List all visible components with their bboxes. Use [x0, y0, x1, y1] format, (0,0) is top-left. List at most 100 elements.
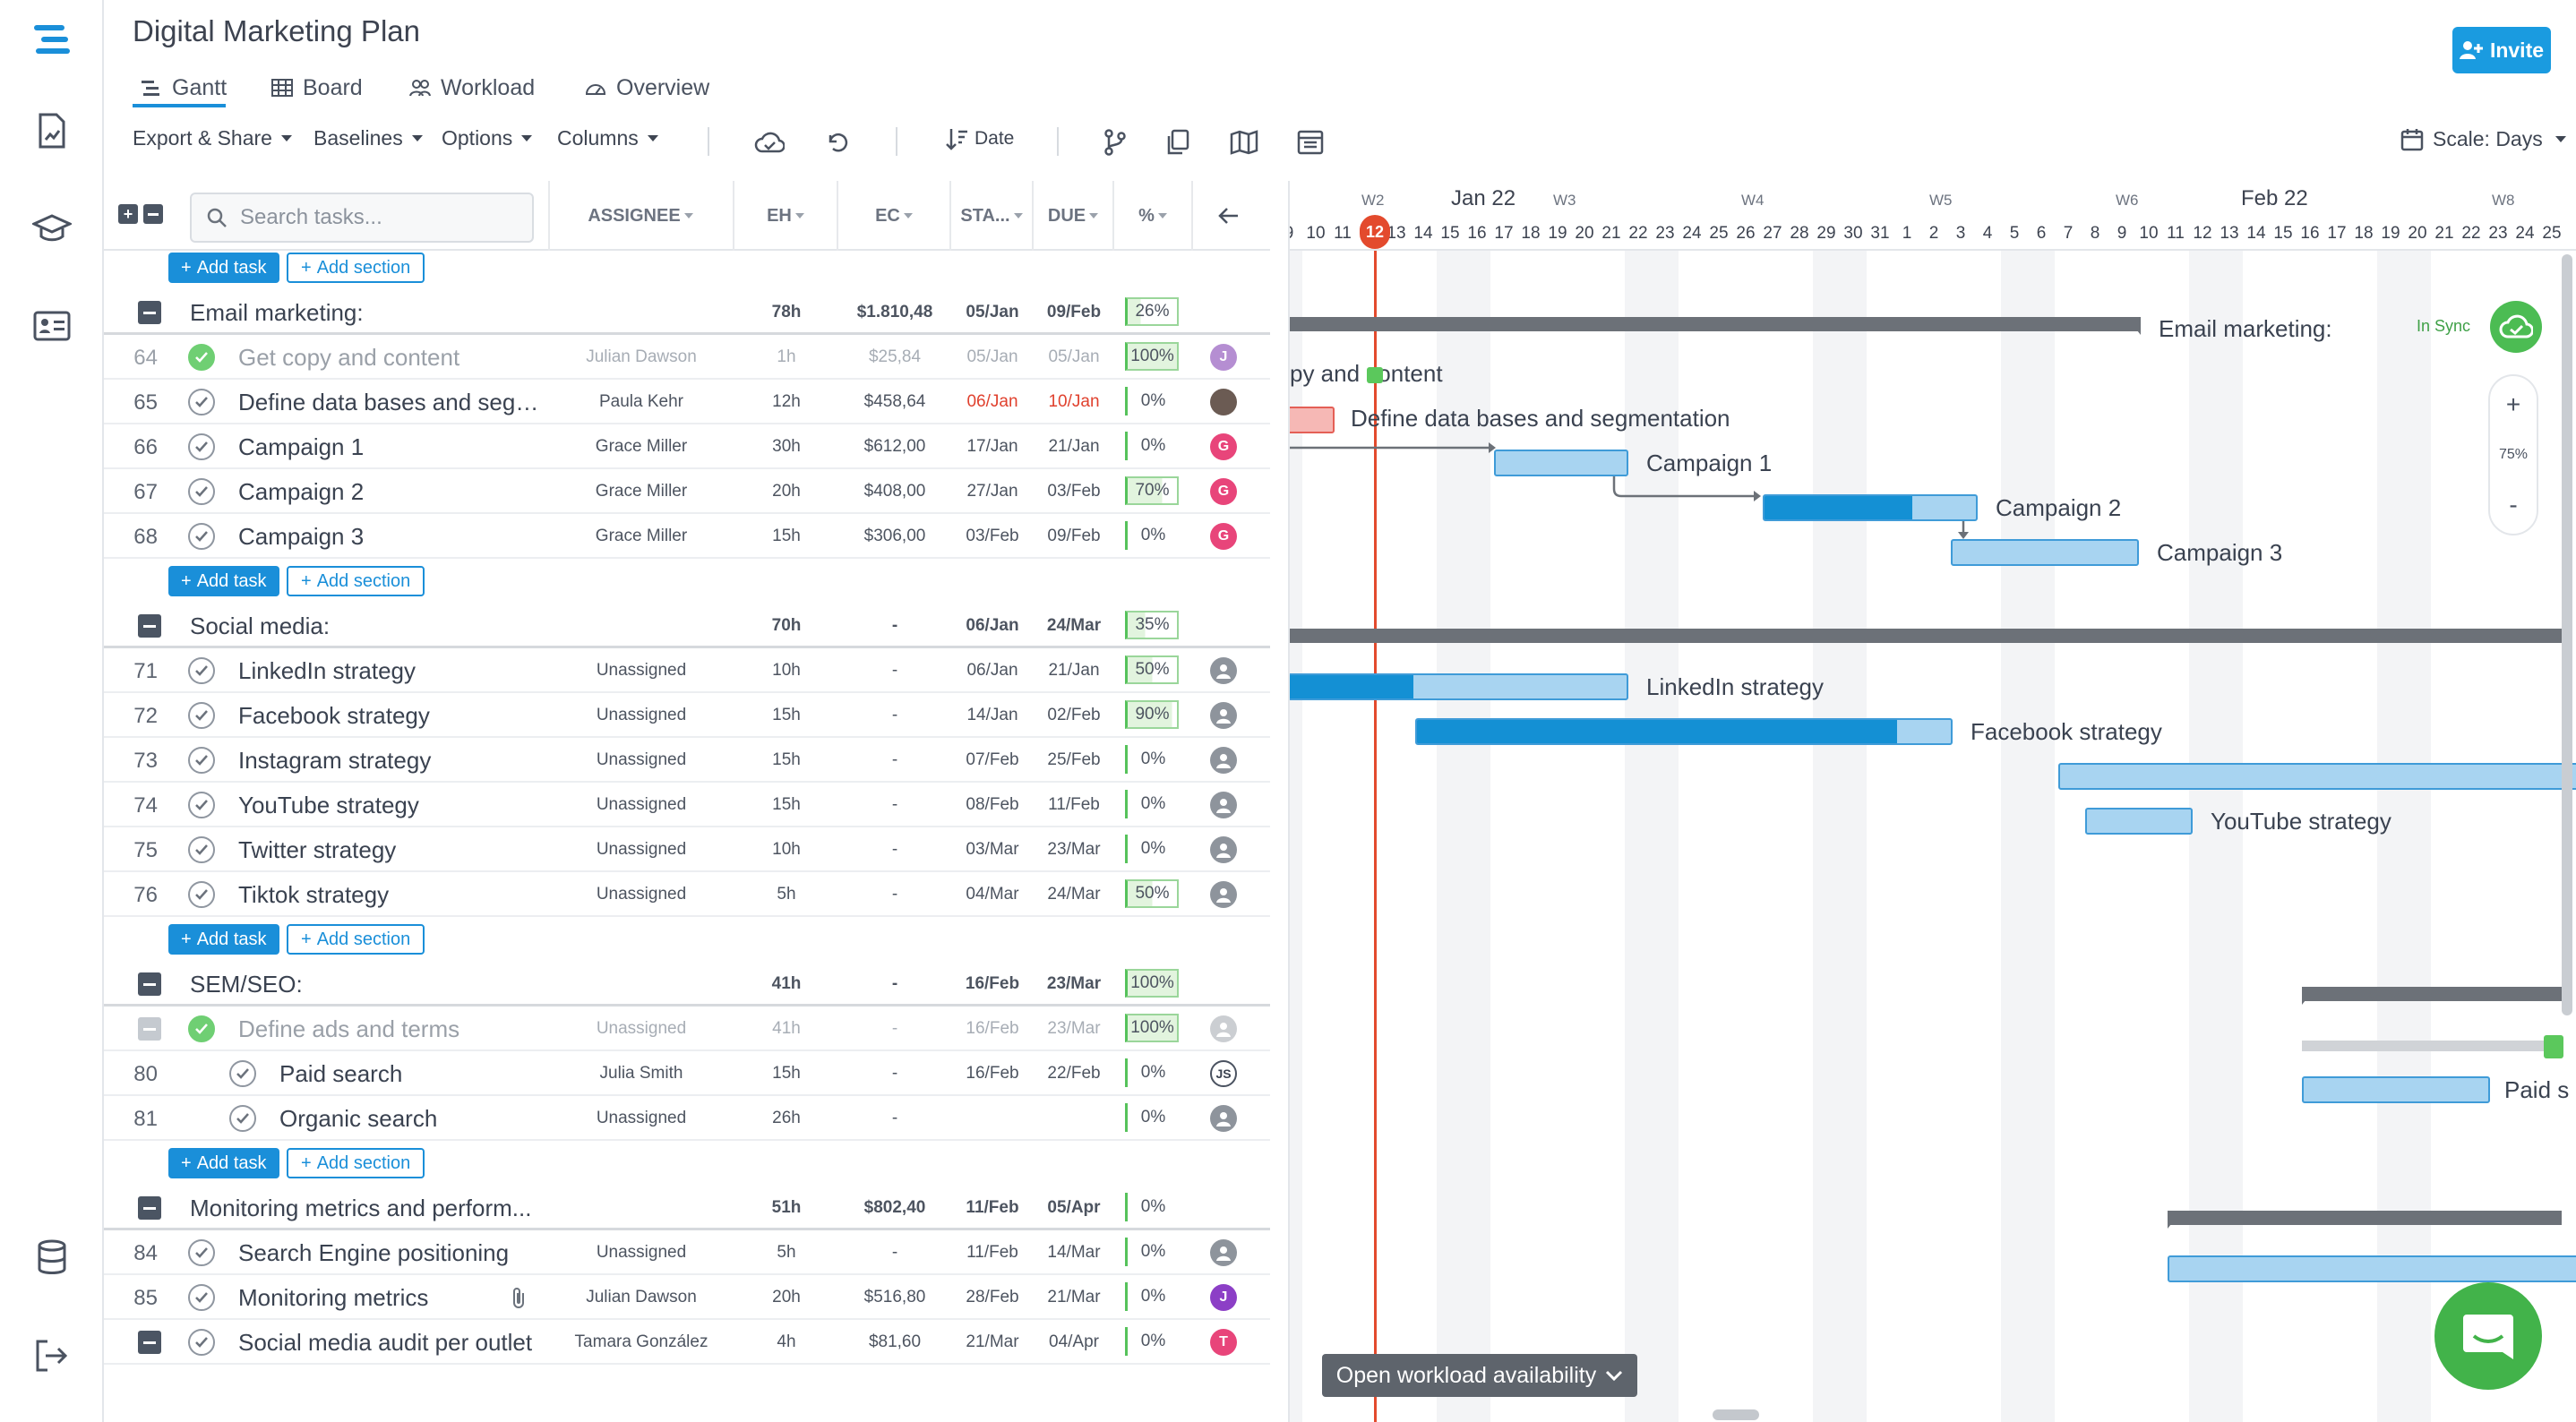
- baselines-menu[interactable]: Baselines: [313, 126, 423, 150]
- section-row[interactable]: Social media: 70h - 06/Jan 24/Mar 35%: [104, 604, 1270, 648]
- collapse-section-icon[interactable]: [138, 972, 161, 996]
- complete-checkbox[interactable]: [188, 1284, 215, 1311]
- task-row[interactable]: 68 Campaign 3 Grace Miller 15h $306,00 03/Feb…: [104, 514, 1270, 559]
- search-box[interactable]: Search tasks...: [190, 193, 534, 243]
- subsection-bar-define-ads[interactable]: [2302, 1041, 2562, 1051]
- add-task-button[interactable]: + Add task: [168, 924, 279, 955]
- app-logo-icon[interactable]: [30, 18, 73, 61]
- complete-checkbox[interactable]: [229, 1060, 256, 1087]
- complete-checkbox[interactable]: [188, 881, 215, 908]
- task-row[interactable]: 81 Organic search Unassigned 26h - 0%: [104, 1096, 1270, 1141]
- open-workload-button[interactable]: Open workload availability: [1322, 1354, 1637, 1397]
- avatar[interactable]: G: [1210, 523, 1237, 550]
- gantt-bar-facebook[interactable]: [1415, 718, 1953, 745]
- gantt-bar-paid-search[interactable]: [2302, 1076, 2490, 1103]
- calendar-grid-icon[interactable]: [1295, 127, 1326, 158]
- complete-checkbox[interactable]: [188, 836, 215, 863]
- collapse-section-icon[interactable]: [138, 301, 161, 324]
- task-name[interactable]: Search Engine positioning: [238, 1239, 510, 1266]
- task-row[interactable]: 75 Twitter strategy Unassigned 10h - 03/Mar 23…: [104, 827, 1270, 872]
- gantt-bar-campaign3[interactable]: [1951, 539, 2139, 566]
- zoom-in-button[interactable]: +: [2505, 390, 2521, 418]
- gantt-bar-campaign1[interactable]: [1494, 450, 1628, 476]
- complete-checkbox[interactable]: [188, 792, 215, 818]
- map-icon[interactable]: [1229, 127, 1259, 158]
- task-name[interactable]: Campaign 3: [238, 523, 365, 550]
- complete-checkbox[interactable]: [188, 523, 215, 550]
- sync-button[interactable]: [2490, 301, 2542, 353]
- add-task-button[interactable]: + Add task: [168, 1148, 279, 1178]
- task-row[interactable]: 66 Campaign 1 Grace Miller 30h $612,00 17/Jan…: [104, 424, 1270, 469]
- task-row[interactable]: 73 Instagram strategy Unassigned 15h - 07/Feb…: [104, 738, 1270, 783]
- complete-checkbox[interactable]: [188, 702, 215, 729]
- horizontal-scrollbar[interactable]: [1713, 1409, 1759, 1420]
- avatar[interactable]: [1210, 389, 1237, 415]
- database-icon[interactable]: [30, 1236, 73, 1279]
- add-section-button[interactable]: + Add section: [287, 924, 425, 955]
- logout-icon[interactable]: [30, 1334, 73, 1377]
- gantt-bar-linkedin[interactable]: [1290, 673, 1628, 700]
- gantt-bar-define-db[interactable]: [1290, 407, 1335, 433]
- column-pct[interactable]: %: [1114, 181, 1193, 251]
- complete-checkbox[interactable]: [188, 747, 215, 774]
- task-row[interactable]: 72 Facebook strategy Unassigned 15h - 14/Jan 0…: [104, 693, 1270, 738]
- complete-checkbox[interactable]: [188, 389, 215, 415]
- tab-board[interactable]: Board: [270, 64, 363, 111]
- task-name[interactable]: Define data bases and segm...: [238, 389, 543, 415]
- tab-gantt[interactable]: Gantt: [140, 64, 227, 111]
- section-bar-sem[interactable]: [2302, 987, 2562, 1001]
- complete-checkbox[interactable]: [188, 657, 215, 684]
- cloud-save-icon[interactable]: [754, 127, 785, 158]
- column-start[interactable]: STA...: [951, 181, 1034, 251]
- complete-checkbox[interactable]: [188, 1329, 215, 1356]
- avatar[interactable]: [1210, 702, 1237, 729]
- scale-menu[interactable]: Scale: Days: [2400, 127, 2566, 151]
- column-ec[interactable]: EC: [838, 181, 951, 251]
- gantt-bar-instagram[interactable]: [2058, 763, 2576, 790]
- collapse-subsection-icon[interactable]: [138, 1331, 161, 1354]
- collapse-section-icon[interactable]: [138, 1196, 161, 1220]
- invite-button[interactable]: Invite: [2452, 27, 2551, 73]
- avatar[interactable]: J: [1210, 1284, 1237, 1311]
- gantt-bar-youtube[interactable]: [2085, 808, 2193, 835]
- complete-checkbox[interactable]: [229, 1105, 256, 1132]
- task-row[interactable]: Define ads and terms Unassigned 41h - 16/Feb…: [104, 1007, 1270, 1051]
- task-row[interactable]: 80 Paid search Julia Smith 15h - 16/Feb 22/Feb…: [104, 1051, 1270, 1096]
- complete-checkbox[interactable]: [188, 344, 215, 371]
- section-bar-email[interactable]: [1290, 317, 2141, 331]
- tab-workload[interactable]: Workload: [408, 64, 535, 111]
- vertical-scrollbar[interactable]: [2562, 254, 2572, 1015]
- avatar[interactable]: G: [1210, 433, 1237, 460]
- avatar[interactable]: [1210, 1105, 1237, 1132]
- column-assignee[interactable]: ASSIGNEE: [548, 181, 734, 251]
- copy-icon[interactable]: [1163, 127, 1193, 158]
- avatar[interactable]: [1210, 1239, 1237, 1266]
- columns-menu[interactable]: Columns: [557, 126, 658, 150]
- task-name[interactable]: Define ads and terms: [238, 1015, 460, 1042]
- options-menu[interactable]: Options: [442, 126, 533, 150]
- task-row[interactable]: 85 Monitoring metrics Julian Dawson 20h $516…: [104, 1275, 1270, 1320]
- undo-icon[interactable]: [822, 127, 853, 158]
- avatar[interactable]: J: [1210, 344, 1237, 371]
- add-task-button[interactable]: + Add task: [168, 566, 279, 596]
- sort-by-date-button[interactable]: Date: [944, 126, 1014, 151]
- chat-button[interactable]: [2434, 1282, 2542, 1390]
- task-row[interactable]: 67 Campaign 2 Grace Miller 20h $408,00 27/Jan…: [104, 469, 1270, 514]
- task-row[interactable]: 71 LinkedIn strategy Unassigned 10h - 06/Jan 2…: [104, 648, 1270, 693]
- task-name[interactable]: YouTube strategy: [238, 792, 419, 818]
- gantt-bar-search-engine[interactable]: [2168, 1255, 2576, 1282]
- task-name[interactable]: Paid search: [279, 1060, 403, 1087]
- task-row[interactable]: 74 YouTube strategy Unassigned 15h - 08/Feb 11…: [104, 783, 1270, 827]
- search-input[interactable]: Search tasks...: [240, 205, 382, 229]
- add-task-button[interactable]: + Add task: [168, 253, 279, 283]
- avatar[interactable]: [1210, 657, 1237, 684]
- avatar[interactable]: JS: [1210, 1060, 1237, 1087]
- avatar[interactable]: [1210, 881, 1237, 908]
- avatar[interactable]: G: [1210, 478, 1237, 505]
- collapse-all-icon[interactable]: [143, 204, 163, 224]
- avatar[interactable]: [1210, 792, 1237, 818]
- task-row[interactable]: Social media audit per outlet Tamara Gonz…: [104, 1320, 1270, 1365]
- task-row[interactable]: 64 Get copy and content Julian Dawson 1h $25…: [104, 335, 1270, 380]
- add-section-button[interactable]: + Add section: [287, 566, 425, 596]
- task-row[interactable]: 65 Define data bases and segm... Paula Keh…: [104, 380, 1270, 424]
